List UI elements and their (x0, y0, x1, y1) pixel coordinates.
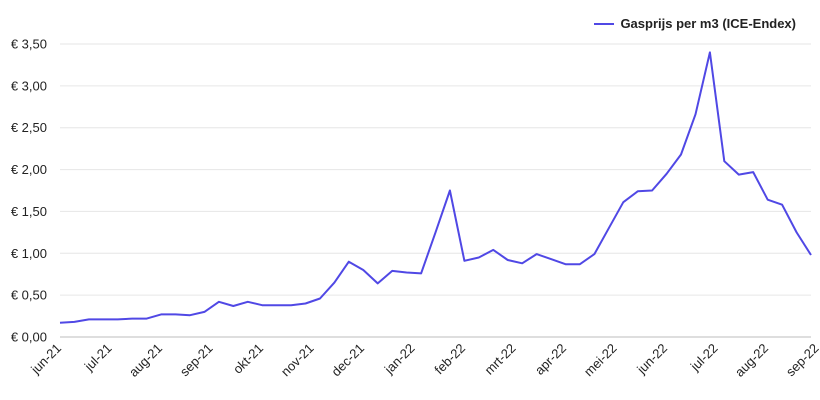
x-tick-label: nov-21 (278, 341, 317, 380)
legend-swatch (594, 22, 615, 25)
x-tick-label: okt-21 (230, 341, 266, 377)
y-tick-label: € 0,50 (11, 288, 47, 303)
y-tick-label: € 1,00 (11, 246, 47, 261)
y-tick-label: € 3,00 (11, 78, 47, 93)
y-tick-label: € 0,00 (11, 330, 47, 345)
x-tick-label: mrt-22 (481, 341, 518, 378)
x-tick-label: apr-22 (532, 341, 569, 378)
gridlines (60, 43, 811, 338)
x-tick-label: jan-22 (381, 341, 418, 378)
x-tick-label: aug-22 (732, 341, 771, 380)
y-tick-label: € 1,50 (11, 204, 47, 219)
x-tick-label: mei-22 (581, 341, 620, 380)
y-tick-label: € 2,00 (11, 162, 47, 177)
x-tick-label: jul-22 (687, 341, 721, 375)
x-tick-label: dec-21 (328, 341, 367, 380)
x-axis-ticks: jun-21 jul-21 aug-21 sep-21 okt-21 nov-21 dec-… (27, 341, 820, 380)
legend-label: Gasprijs per m3 (ICE-Endex) (620, 16, 796, 31)
y-tick-label: € 3,50 (11, 37, 47, 52)
x-tick-label: jun-22 (633, 341, 670, 378)
series-layer (59, 51, 812, 324)
x-tick-label: feb-22 (431, 341, 468, 378)
x-tick-label: aug-21 (126, 341, 165, 380)
y-tick-label: € 2,50 (11, 120, 47, 135)
series-line (59, 51, 812, 324)
x-tick-label: sep-21 (177, 341, 216, 380)
legend: Gasprijs per m3 (ICE-Endex) (594, 16, 796, 31)
x-tick-label: jul-21 (81, 341, 115, 375)
x-tick-label: sep-22 (783, 341, 820, 380)
x-tick-label: jun-21 (27, 341, 64, 378)
y-axis-ticks: € 0,00 € 0,50 € 1,00 € 1,50 € 2,00 € 2,50 € 3,… (11, 37, 47, 345)
